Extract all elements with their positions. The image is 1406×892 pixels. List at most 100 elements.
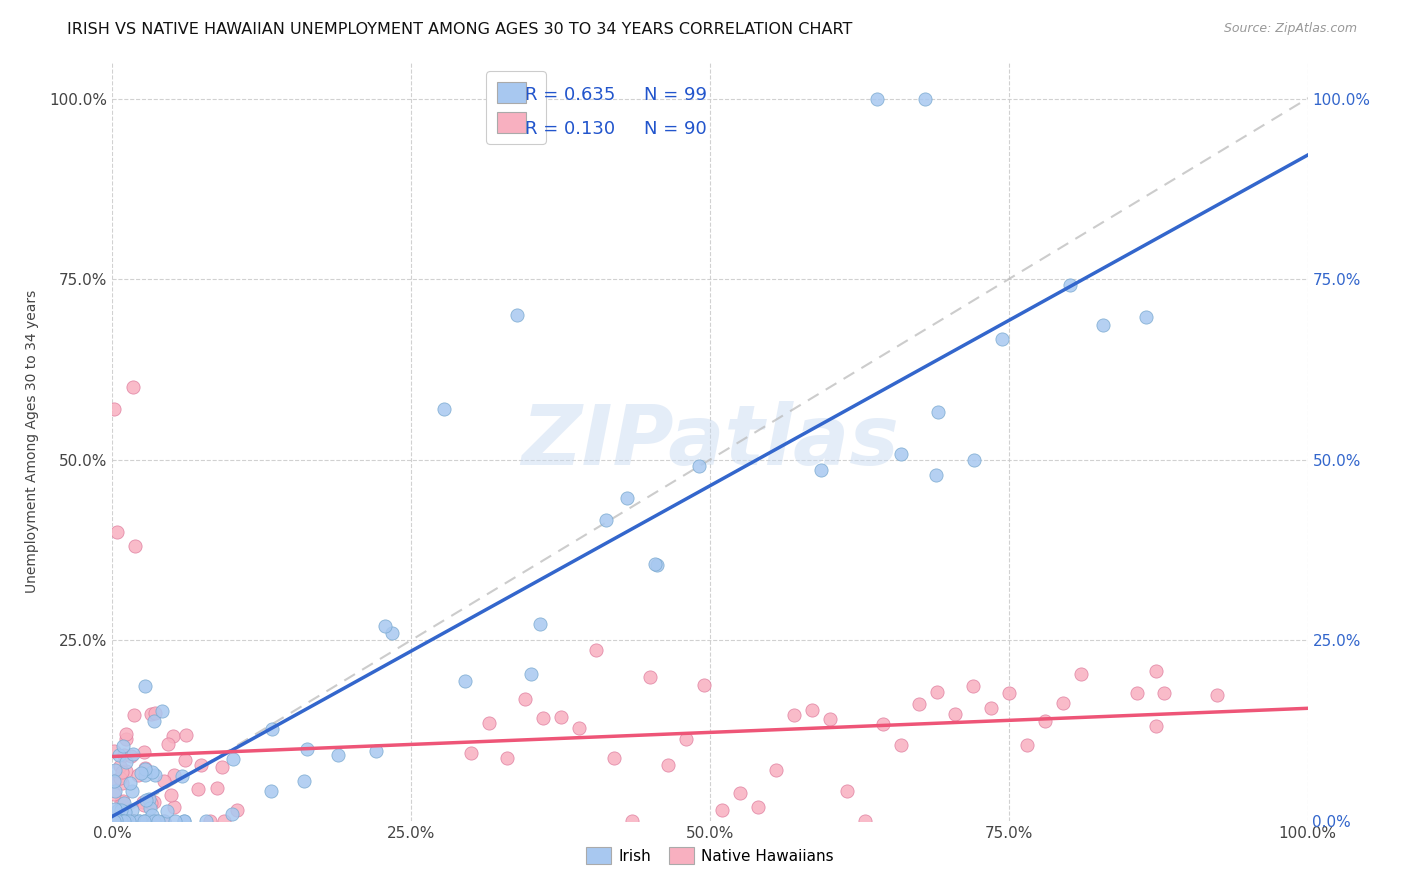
Point bbox=[107, 814, 129, 828]
Point bbox=[173, 814, 195, 828]
Point bbox=[134, 761, 156, 775]
Point bbox=[103, 402, 125, 417]
Point bbox=[212, 814, 235, 828]
Point bbox=[818, 712, 841, 726]
Point bbox=[478, 716, 501, 731]
Point bbox=[121, 784, 143, 798]
Point bbox=[765, 763, 787, 777]
Point bbox=[122, 747, 145, 762]
Point bbox=[142, 814, 165, 828]
Point bbox=[122, 707, 145, 722]
Point bbox=[374, 619, 396, 633]
Point bbox=[810, 462, 832, 476]
Point bbox=[111, 814, 134, 828]
Point bbox=[132, 814, 155, 828]
Point bbox=[496, 751, 519, 765]
Point bbox=[112, 814, 135, 828]
Point bbox=[141, 796, 163, 810]
Point bbox=[364, 743, 387, 757]
Point bbox=[104, 814, 127, 828]
Point bbox=[173, 753, 195, 767]
Text: Source: ZipAtlas.com: Source: ZipAtlas.com bbox=[1223, 22, 1357, 36]
Point bbox=[110, 814, 132, 828]
Point bbox=[110, 814, 132, 828]
Point bbox=[111, 764, 134, 779]
Point bbox=[260, 784, 283, 798]
Point bbox=[1144, 719, 1167, 733]
Point bbox=[121, 814, 143, 828]
Point bbox=[866, 91, 889, 105]
Point bbox=[138, 792, 160, 806]
Point bbox=[262, 723, 284, 737]
Point bbox=[198, 814, 221, 828]
Point bbox=[115, 756, 138, 770]
Point bbox=[991, 332, 1014, 346]
Point bbox=[114, 805, 136, 819]
Point bbox=[529, 617, 551, 632]
Point bbox=[139, 801, 162, 815]
Point bbox=[294, 773, 316, 788]
Point bbox=[128, 814, 150, 828]
Point bbox=[118, 814, 141, 828]
Point bbox=[112, 794, 135, 808]
Point bbox=[381, 626, 404, 640]
Text: ZIPatlas: ZIPatlas bbox=[522, 401, 898, 482]
Point bbox=[112, 747, 135, 762]
Point bbox=[156, 804, 179, 818]
Point bbox=[111, 813, 134, 827]
Point bbox=[205, 781, 228, 796]
Point bbox=[112, 814, 135, 828]
Point bbox=[927, 405, 949, 419]
Point bbox=[156, 737, 179, 751]
Point bbox=[506, 308, 529, 322]
Point bbox=[153, 814, 176, 828]
Point bbox=[103, 787, 125, 801]
Point bbox=[890, 739, 912, 753]
Point bbox=[142, 814, 165, 828]
Point bbox=[120, 749, 142, 764]
Point bbox=[998, 686, 1021, 700]
Point bbox=[104, 773, 127, 788]
Point bbox=[621, 814, 644, 828]
Point bbox=[520, 666, 543, 681]
Point bbox=[145, 814, 167, 828]
Point bbox=[160, 788, 183, 802]
Point bbox=[165, 814, 187, 828]
Point bbox=[908, 697, 931, 711]
Point bbox=[872, 717, 894, 731]
Point bbox=[143, 796, 166, 810]
Point bbox=[837, 784, 859, 798]
Point bbox=[187, 782, 209, 797]
Point bbox=[638, 670, 662, 684]
Point bbox=[688, 458, 710, 473]
Point bbox=[585, 643, 607, 657]
Point bbox=[1052, 696, 1074, 710]
Point bbox=[146, 814, 169, 828]
Point bbox=[550, 710, 572, 724]
Point bbox=[433, 402, 456, 417]
Point bbox=[153, 814, 176, 828]
Point bbox=[1092, 318, 1115, 332]
Point bbox=[107, 812, 129, 826]
Point bbox=[326, 747, 349, 762]
Point bbox=[134, 762, 156, 776]
Point bbox=[124, 539, 146, 553]
Point bbox=[163, 768, 186, 782]
Point bbox=[104, 783, 127, 797]
Point bbox=[980, 700, 1002, 714]
Point bbox=[105, 814, 128, 828]
Point bbox=[616, 491, 638, 506]
Point bbox=[531, 711, 554, 725]
Point bbox=[711, 803, 734, 817]
Point bbox=[107, 803, 129, 817]
Point bbox=[693, 678, 716, 692]
Point bbox=[657, 757, 679, 772]
Point bbox=[134, 679, 156, 693]
Point bbox=[112, 797, 135, 811]
Point bbox=[127, 768, 149, 782]
Point bbox=[141, 808, 163, 822]
Point bbox=[132, 814, 155, 828]
Point bbox=[153, 773, 176, 788]
Point bbox=[890, 447, 912, 461]
Point bbox=[121, 814, 143, 828]
